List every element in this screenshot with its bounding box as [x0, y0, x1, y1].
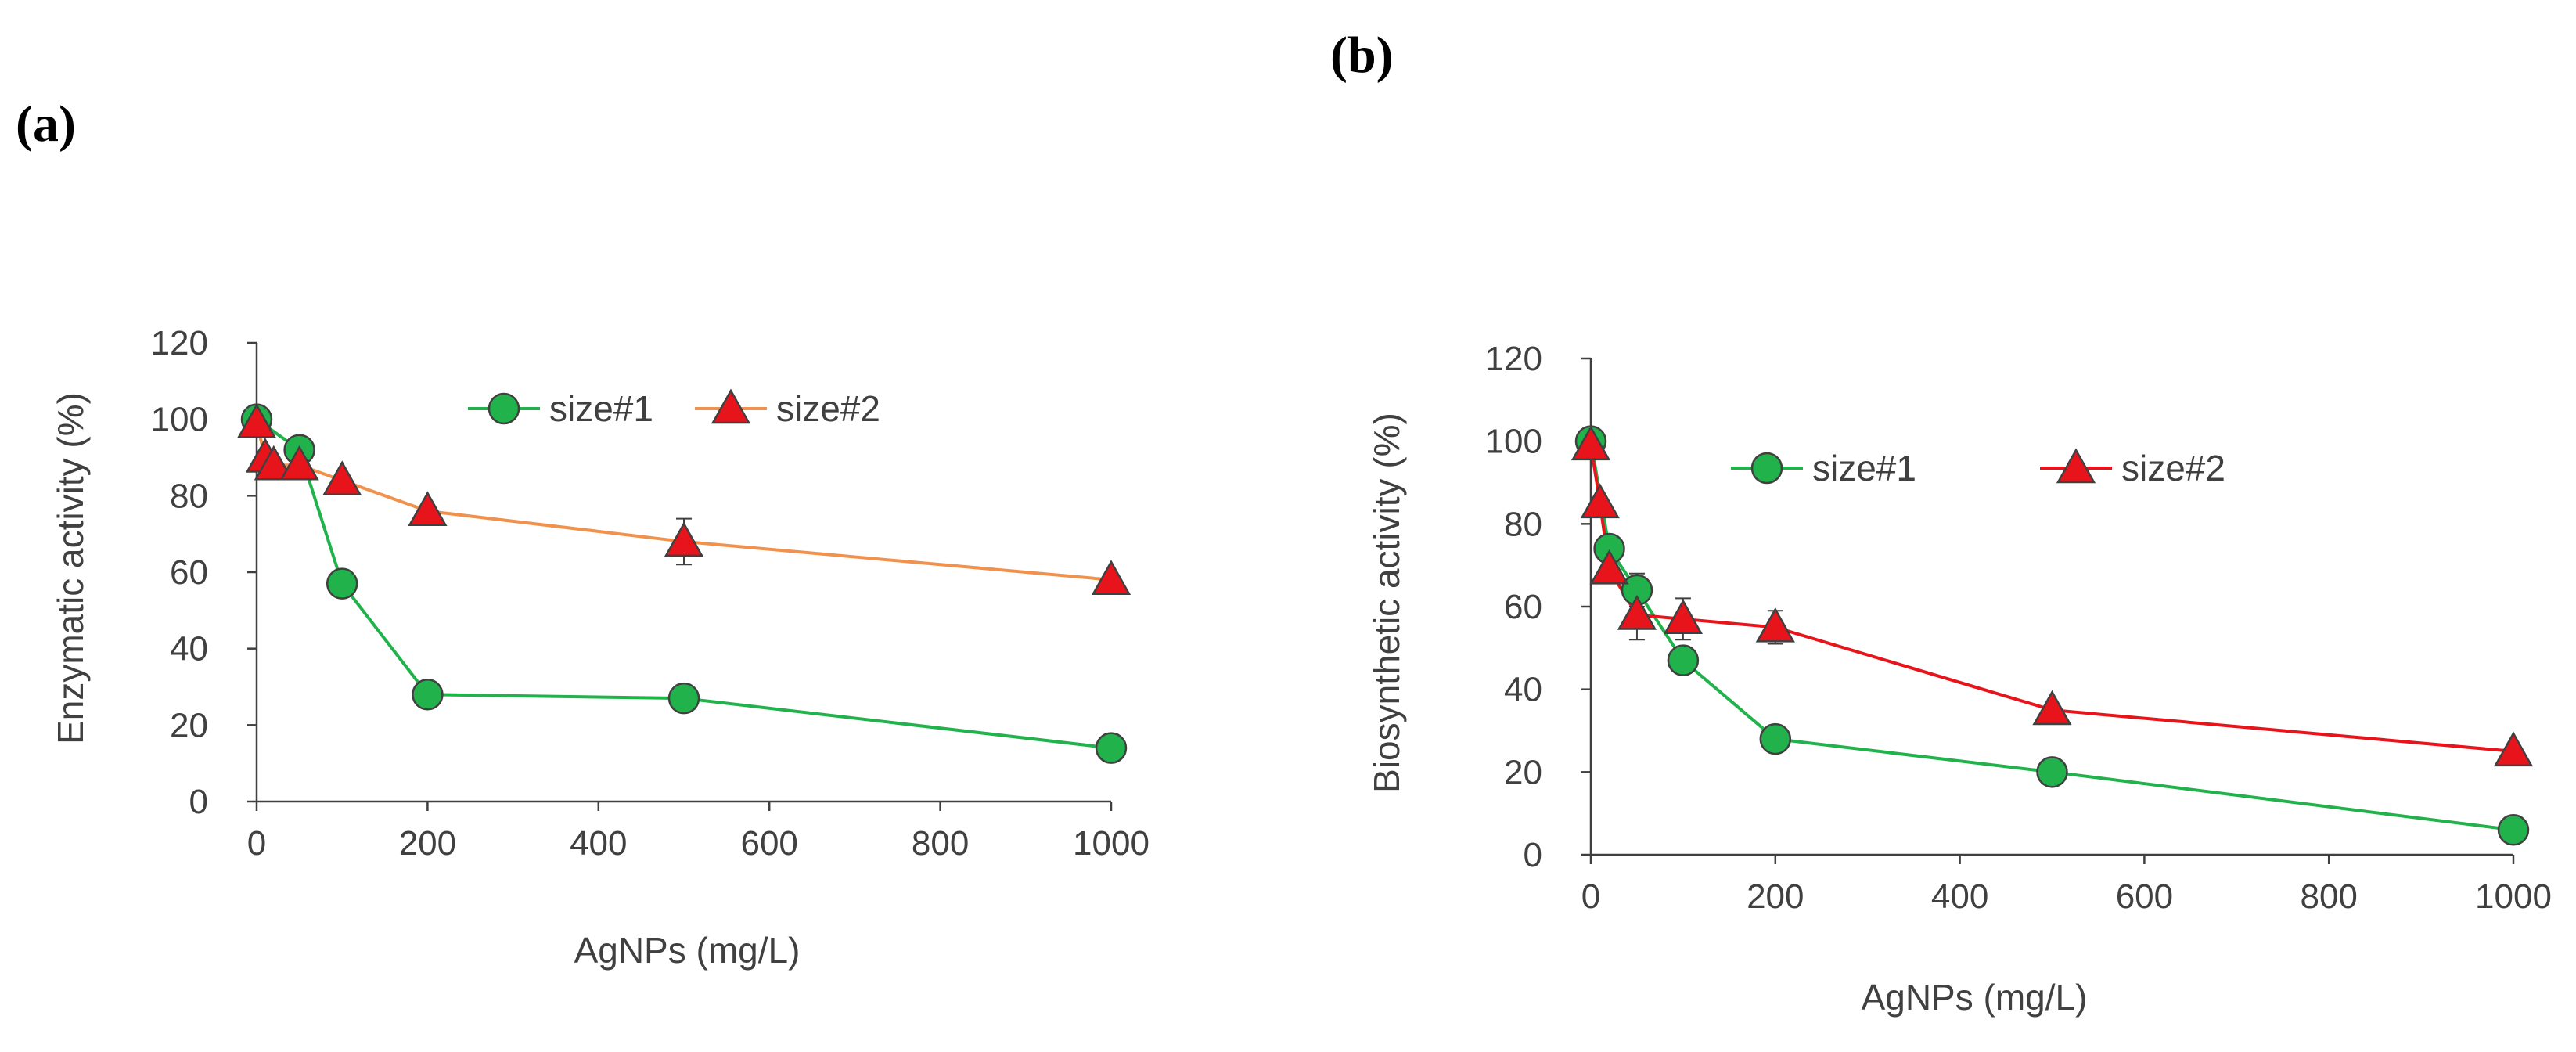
- chart-a: Enzymatic activity (%) AgNPs (mg/L) 0 20 4…: [50, 324, 1149, 971]
- y-tick-label: 40: [1504, 671, 1542, 709]
- x-tick-label: 800: [912, 824, 969, 863]
- x-axis-title: AgNPs (mg/L): [1862, 977, 2088, 1018]
- x-tick-label: 200: [1747, 877, 1804, 916]
- data-point-series-1: [326, 567, 358, 600]
- data-point-series-2: [1617, 595, 1657, 630]
- panel-label-b: (b): [1330, 27, 1394, 84]
- data-point-series-1: [667, 682, 700, 715]
- data-point-series-2: [1580, 483, 1620, 519]
- y-tick-label: 120: [151, 324, 208, 362]
- x-tick-label: 0: [247, 824, 266, 863]
- legend-label: size#1: [1812, 448, 1916, 488]
- data-point-series-2: [1663, 599, 1704, 635]
- legend-label: size#2: [776, 388, 880, 429]
- data-point-series-2: [236, 402, 277, 438]
- data-point-series-2: [279, 445, 319, 481]
- chart-b: Biosynthetic activity (%) AgNPs (mg/L) 0…: [1366, 340, 2552, 1018]
- y-tick-label: 0: [1524, 836, 1542, 874]
- y-tick-label: 120: [1485, 340, 1542, 378]
- data-point-series-2: [664, 521, 704, 557]
- data-point-series-2: [1570, 425, 1611, 461]
- legend-label: size#1: [549, 388, 653, 429]
- y-tick-label: 60: [170, 553, 208, 592]
- x-tick-label: 400: [1931, 877, 1988, 916]
- x-tick-label: 600: [740, 824, 797, 863]
- data-point-series-1: [2497, 814, 2530, 846]
- y-tick-label: 100: [151, 401, 208, 439]
- data-point-series-1: [1095, 732, 1128, 764]
- x-tick-label: 800: [2300, 877, 2357, 916]
- x-tick-label: 0: [1581, 877, 1600, 916]
- x-tick-label: 1000: [2475, 877, 2552, 916]
- panel-label-a: (a): [16, 95, 76, 153]
- y-tick-label: 80: [170, 477, 208, 515]
- legend-marker: [1750, 452, 1783, 485]
- y-tick-label: 20: [1504, 753, 1542, 791]
- x-tick-label: 400: [570, 824, 627, 863]
- y-axis-title: Biosynthetic activity (%): [1366, 413, 1407, 793]
- y-tick-label: 60: [1504, 588, 1542, 626]
- data-point-series-2: [254, 445, 293, 481]
- legend-marker: [2056, 448, 2096, 484]
- data-point-series-2: [408, 491, 448, 527]
- x-axis-title: AgNPs (mg/L): [574, 930, 801, 971]
- legend-label: size#2: [2121, 448, 2225, 488]
- data-point-series-2: [1091, 560, 1131, 595]
- legend: size#1 size#2: [468, 388, 880, 429]
- legend-marker: [487, 392, 520, 425]
- data-point-series-2: [1589, 549, 1629, 585]
- y-tick-label: 80: [1504, 505, 1542, 543]
- data-point-series-2: [1755, 607, 1795, 643]
- x-tick-label: 1000: [1073, 824, 1149, 863]
- y-tick-label: 40: [170, 630, 208, 668]
- legend: size#1 size#2: [1731, 448, 2225, 488]
- y-tick-label: 20: [170, 706, 208, 744]
- y-tick-label: 0: [189, 783, 208, 821]
- x-tick-label: 200: [399, 824, 456, 863]
- y-tick-label: 100: [1485, 423, 1542, 461]
- x-tick-label: 600: [2116, 877, 2173, 916]
- data-point-series-2: [2493, 731, 2534, 767]
- data-point-series-1: [2036, 756, 2068, 788]
- y-axis-title: Enzymatic activity (%): [50, 392, 91, 744]
- data-point-series-2: [322, 460, 362, 495]
- data-point-series-2: [2032, 690, 2072, 726]
- data-point-series-1: [412, 679, 444, 711]
- data-point-series-1: [1759, 722, 1792, 755]
- data-point-series-1: [1667, 644, 1700, 676]
- legend-marker: [711, 388, 751, 424]
